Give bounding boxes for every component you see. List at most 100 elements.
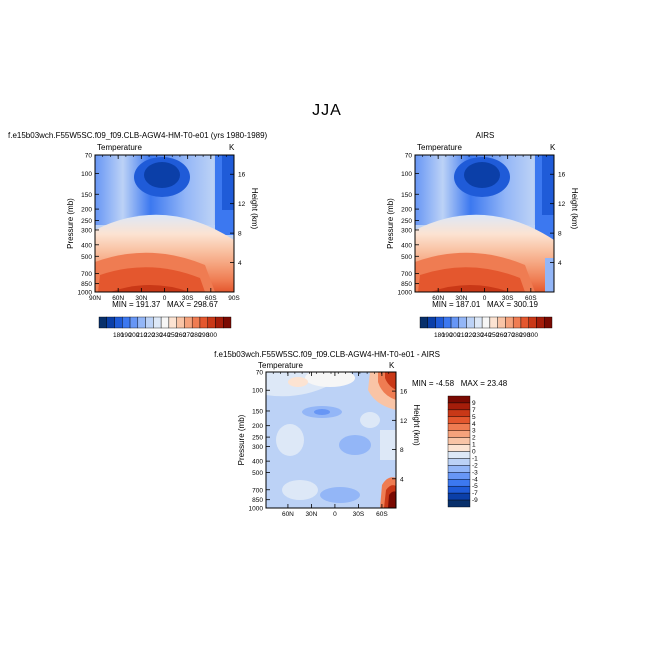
colorbar-swatch-model-12	[191, 316, 201, 329]
colorbar-swatch-obs-8	[481, 316, 491, 329]
ytick-label-obs-700: 700	[401, 271, 412, 278]
legend-swatch-diff-5	[447, 430, 471, 438]
colorbar-label-model-290: 290	[198, 332, 209, 339]
legend-label-diff-8: -1	[472, 455, 478, 462]
ylabel-model: Pressure (mb)	[66, 198, 75, 249]
legend-label-diff-10: -3	[472, 469, 478, 476]
colorbar-swatch-obs-2	[435, 316, 444, 329]
ytick-label-obs-200: 200	[401, 207, 412, 214]
chart-title-model: f.e15b03wch.F55W5SC.f09_f09.CLB-AGW4-HM-…	[8, 131, 268, 140]
legend-swatch-diff-10	[447, 465, 471, 473]
y2tick-label-diff-4: 4	[400, 476, 404, 483]
colorbar-swatch-obs-4	[450, 316, 460, 329]
minmax-model: MIN = 191.37 MAX = 298.67	[95, 300, 235, 309]
chart-title-obs: AIRS	[475, 131, 495, 140]
ytick-label-model-500: 500	[81, 254, 92, 261]
xtick-label-model-60N: 60N	[112, 295, 124, 302]
chart-subtitle-diff: Temperature	[258, 361, 303, 370]
ytick-label-model-1000: 1000	[78, 290, 93, 297]
xtick-label-diff-60N: 60N	[282, 511, 294, 518]
y2label-model: Height (km)	[250, 188, 259, 230]
colorbar-label-model-240: 240	[160, 332, 171, 339]
ytick-label-obs-70: 70	[405, 153, 413, 160]
colorbar-swatch-model-16	[223, 316, 232, 329]
units-label-model: K	[229, 143, 235, 152]
legend-label-diff-0: 9	[472, 400, 476, 407]
colorbar-swatch-model-8	[160, 316, 170, 329]
xtick-label-model-60S: 60S	[205, 295, 217, 302]
colorbar-swatch-obs-11	[505, 316, 514, 329]
colorbar-swatch-model-11	[184, 316, 193, 329]
colorbar-label-obs-230: 230	[473, 332, 484, 339]
colorbar-label-obs-260: 260	[496, 332, 507, 339]
colorbar-label-obs-300: 300	[527, 332, 538, 339]
ytick-label-model-700: 700	[81, 271, 92, 278]
ytick-label-obs-500: 500	[401, 254, 412, 261]
colorbar-swatch-obs-1	[427, 316, 436, 329]
y2tick-label-diff-12: 12	[400, 418, 408, 425]
ytick-label-diff-400: 400	[252, 459, 263, 466]
colorbar-swatch-obs-6	[466, 316, 475, 329]
xtick-label-diff-30N: 30N	[305, 511, 317, 518]
colorbar-label-model-200: 200	[129, 332, 140, 339]
ytick-label-diff-100: 100	[252, 388, 263, 395]
xtick-label-obs-30S: 30S	[502, 295, 514, 302]
axes-model: 70 100 150 200 250 300 400 500 700 850 1000 16 12 8 4 9…	[66, 153, 259, 303]
ytick-label-obs-150: 150	[401, 192, 412, 199]
ytick-label-model-100: 100	[81, 171, 92, 178]
legend-swatch-diff-15	[447, 499, 471, 508]
colorbar-swatch-model-4	[129, 316, 139, 329]
y2tick-label-obs-4: 4	[558, 260, 562, 267]
y2tick-label-model-8: 8	[238, 231, 242, 238]
contour-field-obs	[415, 155, 554, 292]
contour-field-diff	[266, 372, 396, 508]
legend-swatch-diff-7	[447, 444, 471, 452]
colorbar-swatch-model-0	[98, 316, 107, 329]
y2tick-label-model-12: 12	[238, 201, 246, 208]
legend-swatch-diff-6	[447, 437, 471, 445]
colorbar-swatch-obs-7	[474, 316, 483, 329]
colorbar-label-obs-210: 210	[457, 332, 468, 339]
xtick-label-obs-60S: 60S	[525, 295, 537, 302]
colorbar-swatch-obs-3	[443, 316, 452, 329]
units-label-obs: K	[550, 143, 556, 152]
legend-label-diff-1: 7	[472, 407, 476, 414]
colorbar-swatch-model-10	[176, 316, 185, 329]
colorbar-label-obs-240: 240	[481, 332, 492, 339]
colorbar-swatch-obs-0	[419, 316, 428, 329]
colorbar-swatch-model-9	[168, 316, 177, 329]
colorbar-swatch-obs-5	[458, 316, 467, 329]
y2tick-label-model-4: 4	[238, 260, 242, 267]
colorbar-swatch-model-13	[199, 316, 208, 329]
colorbar-label-model-210: 210	[136, 332, 147, 339]
ytick-label-model-150: 150	[81, 192, 92, 199]
colorbar-swatch-obs-9	[489, 316, 498, 329]
chart-title-diff: f.e15b03wch.F55W5SC.f09_f09.CLB-AGW4-HM-…	[214, 350, 440, 359]
min-label-diff: MIN = -4.58	[412, 379, 455, 388]
colorbar-swatch-model-2	[114, 316, 123, 329]
xtick-label-diff-60S: 60S	[376, 511, 388, 518]
colorbar-swatch-obs-10	[497, 316, 506, 329]
legend-label-diff-7: 0	[472, 449, 476, 456]
ytick-label-diff-850: 850	[252, 497, 263, 504]
ytick-label-model-850: 850	[81, 281, 92, 288]
max-label-model: MAX = 298.67	[167, 300, 218, 309]
units-label-diff: K	[389, 361, 395, 370]
colorbar-label-obs-180: 180	[434, 332, 445, 339]
colorbar-swatch-obs-14	[528, 316, 537, 329]
y2tick-label-model-16: 16	[238, 172, 246, 179]
axes-layer: 7010015020025030040050070085010001612849…	[66, 153, 579, 519]
colorbar-swatch-obs-15	[536, 316, 545, 329]
ytick-label-model-250: 250	[81, 218, 92, 225]
max-label-obs: MAX = 300.19	[487, 300, 538, 309]
y2tick-label-obs-8: 8	[558, 231, 562, 238]
y2label-obs: Height (km)	[570, 188, 579, 230]
min-label-obs: MIN = 187.01	[432, 300, 481, 309]
legend-label-diff-14: -9	[472, 497, 478, 504]
y2tick-label-obs-16: 16	[558, 172, 566, 179]
colorbar-label-model-250: 250	[167, 332, 178, 339]
ytick-label-model-200: 200	[81, 207, 92, 214]
